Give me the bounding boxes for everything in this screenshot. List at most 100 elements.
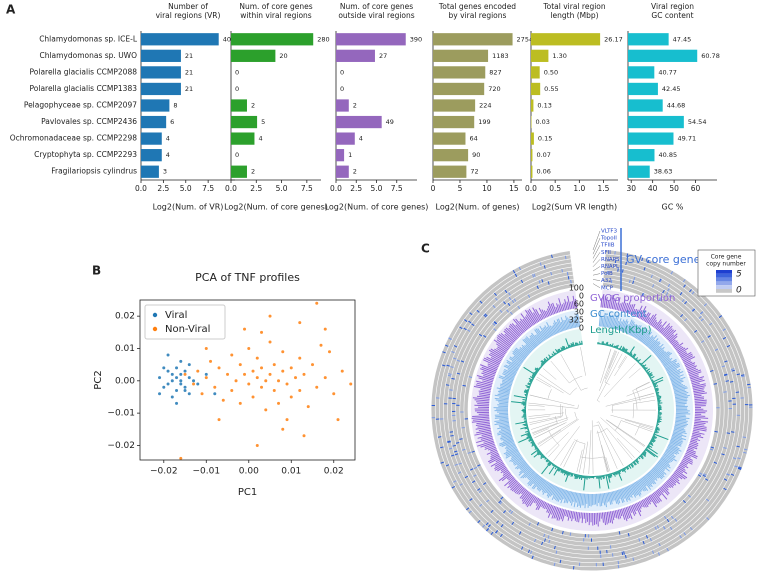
gvog-bar [628,505,633,513]
tree-branch [560,354,582,391]
gvog-bar [668,478,677,486]
gc-bar [621,319,628,332]
length-bar [640,454,644,458]
gvog-bar [502,469,509,474]
length-bar [647,444,653,448]
x-tick-label: 5 [458,184,463,193]
gvog-bar [647,496,652,503]
core-gene-mark [628,279,631,284]
core-gene-mark [723,447,727,449]
core-gene-mark [445,384,450,386]
length-bar [533,451,542,458]
data-label: 20 [279,52,287,60]
length-bar [541,362,544,366]
bar [433,132,466,145]
data-label: 0.55 [544,85,558,93]
legend-swatch [716,273,732,278]
length-bar [602,341,604,345]
tree-branch [604,363,636,398]
gvog-bar [504,477,515,487]
length-bar [656,421,660,423]
core-gene-mark [456,372,461,375]
tree-arc [569,387,578,395]
category-label: Pavlovales sp. CCMP2436 [41,117,137,126]
gvog-bar [574,298,578,309]
core-gene-mark [484,313,488,317]
length-bar [648,442,654,447]
legend-swatch [716,289,732,293]
gc-bar [509,356,522,365]
tree-branch [604,348,612,369]
gvog-bar [688,369,702,375]
tree-branch [528,412,564,417]
length-bar [536,449,540,453]
gvog-bar [668,333,678,342]
gc-bar [649,341,658,350]
data-label: 40.85 [658,151,677,159]
length-bar [625,351,628,354]
track-label: Length(Kbp) [590,325,652,336]
gvog-bar [619,509,623,517]
core-gene-mark [668,294,672,298]
length-bar [561,469,564,474]
gc-bar [523,466,531,474]
point [302,434,306,438]
gc-bar [499,417,509,420]
point [234,379,238,383]
gvog-bar [648,495,658,508]
gc-bar [504,375,514,381]
gc-bar [500,433,512,438]
gc-bar [675,412,691,415]
gc-bar [611,491,615,501]
gvog-bar [471,419,490,423]
gc-bar [560,317,566,331]
track-scale: 100 [569,284,584,293]
gvog-bar [630,303,636,315]
gvog-bar [641,313,647,321]
gvog-bar [613,510,616,518]
length-bar [629,464,631,466]
core-gene-mark [456,359,461,362]
length-bar [536,450,541,454]
gc-bar [526,470,535,479]
data-label: 0 [340,68,344,76]
length-bar [609,473,612,478]
gc-bar [529,474,540,487]
legend-title: Core gene [711,254,742,261]
core-gene-mark [446,364,450,367]
gc-bar [614,490,620,505]
gc-bar [586,493,588,504]
gc-bar [516,459,525,466]
gc-bar [518,465,530,476]
core-gene-mark [473,474,477,477]
x-axis-label: GC % [662,203,684,212]
data-label: 0.06 [536,168,550,176]
x-tick-label: 5.0 [371,184,383,193]
gc-bar [657,461,670,472]
x-tick-label: 2.5 [350,184,362,193]
gvog-bar [685,452,698,459]
gene-label: MCP [601,285,614,291]
length-bar [579,341,581,346]
core-gene-mark [689,289,692,293]
gc-bar [651,342,661,352]
length-bar [655,389,659,392]
core-gene-mark [721,453,725,456]
point [319,343,323,347]
gc-bar [499,424,510,428]
core-gene-mark [468,320,472,324]
gc-bar [674,390,687,395]
length-bar [637,358,641,363]
x-tick-label: 1.0 [573,184,585,193]
gene-label: RNAPS [601,257,620,263]
gvog-bar [613,297,617,310]
core-gene-mark [467,329,471,333]
bar [628,115,684,129]
length-bar [546,458,548,460]
length-bar [603,474,605,479]
gvog-bar [639,306,647,319]
core-gene-mark [726,473,730,476]
tree-branch [605,419,645,447]
length-bar [617,470,623,481]
gc-bar [525,344,533,352]
